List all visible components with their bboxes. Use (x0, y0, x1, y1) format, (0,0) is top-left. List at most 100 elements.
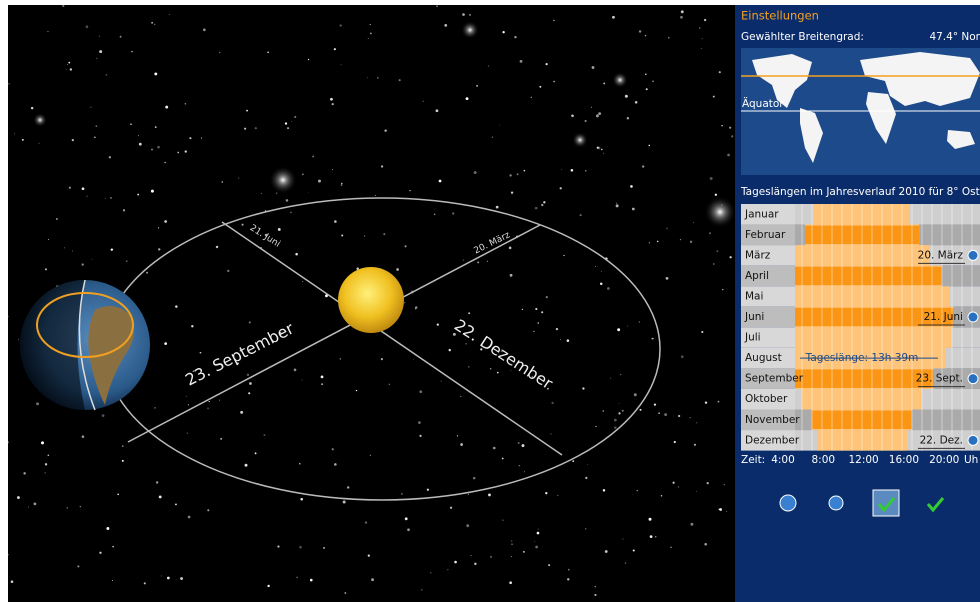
star (261, 193, 262, 194)
star (158, 227, 159, 228)
star (722, 289, 723, 290)
grid-area (770, 204, 980, 451)
star (418, 421, 421, 424)
star (381, 165, 383, 167)
star (244, 128, 246, 130)
star (511, 544, 512, 545)
star (139, 143, 142, 146)
star (658, 412, 660, 414)
star (159, 495, 162, 498)
star (28, 506, 29, 507)
star (535, 207, 538, 210)
star (466, 97, 469, 100)
star (568, 569, 570, 571)
globe-button[interactable] (968, 435, 978, 445)
icon-globe-rotate[interactable] (829, 496, 843, 510)
star (334, 220, 337, 223)
star (347, 486, 349, 488)
globe-button[interactable] (968, 374, 978, 384)
star (8, 316, 9, 317)
globe-button[interactable] (968, 312, 978, 322)
star (553, 20, 554, 21)
time-label: Zeit: (741, 454, 765, 466)
star (434, 214, 436, 216)
star (594, 594, 596, 596)
star (625, 562, 627, 564)
star (603, 489, 605, 491)
star (721, 125, 722, 126)
star (550, 433, 551, 434)
star (227, 270, 229, 272)
star (123, 209, 125, 211)
star (207, 408, 209, 410)
star (600, 282, 603, 285)
star (460, 443, 463, 446)
star (492, 137, 493, 138)
star (81, 263, 83, 265)
star (34, 502, 37, 505)
star (308, 192, 309, 193)
star (690, 523, 693, 526)
star (185, 150, 187, 152)
star (106, 74, 108, 76)
star (45, 268, 47, 270)
star (694, 444, 696, 446)
star (302, 380, 303, 381)
star (312, 155, 314, 157)
month-label: Juni (744, 311, 764, 323)
globe-button[interactable] (968, 250, 978, 260)
app: 21. Juni 20. März 23. September 22. Deze… (0, 0, 980, 602)
star (334, 48, 336, 50)
day-length-label: Tageslänge: 13h 39m (805, 352, 919, 364)
star (522, 309, 523, 310)
star (518, 442, 520, 444)
star (502, 31, 504, 33)
star (421, 589, 422, 590)
bright-star (461, 21, 479, 39)
star (41, 441, 44, 444)
star (220, 438, 222, 440)
star (640, 409, 642, 411)
star (693, 222, 694, 223)
star (66, 507, 67, 508)
star (469, 14, 471, 16)
star (605, 550, 608, 553)
star (158, 248, 160, 250)
star (415, 306, 417, 308)
star (649, 518, 652, 521)
star (219, 52, 220, 53)
month-label: April (745, 270, 769, 282)
star (556, 328, 558, 330)
star (189, 137, 191, 139)
star (356, 390, 357, 391)
star (427, 489, 429, 491)
icon-labels-on[interactable] (873, 490, 899, 516)
star (709, 232, 711, 234)
star (137, 194, 139, 196)
star (632, 208, 635, 211)
star (625, 95, 628, 98)
star (165, 106, 168, 109)
world-map[interactable]: Äquator (741, 48, 980, 175)
star (66, 69, 67, 70)
star (341, 234, 343, 236)
star (509, 247, 512, 250)
star (727, 154, 730, 157)
star (240, 411, 243, 414)
star (598, 112, 601, 115)
star (597, 147, 599, 149)
star (109, 156, 111, 158)
star (572, 460, 574, 462)
star (222, 181, 224, 183)
icon-globe-add[interactable] (780, 495, 796, 511)
star (719, 71, 721, 73)
star (493, 447, 496, 450)
star (249, 321, 251, 323)
star (294, 369, 297, 372)
star (630, 185, 633, 188)
latitude-value: 47.4° Nor (929, 31, 980, 43)
star (502, 519, 503, 520)
star (681, 10, 684, 13)
star (454, 561, 457, 564)
star (652, 81, 653, 82)
